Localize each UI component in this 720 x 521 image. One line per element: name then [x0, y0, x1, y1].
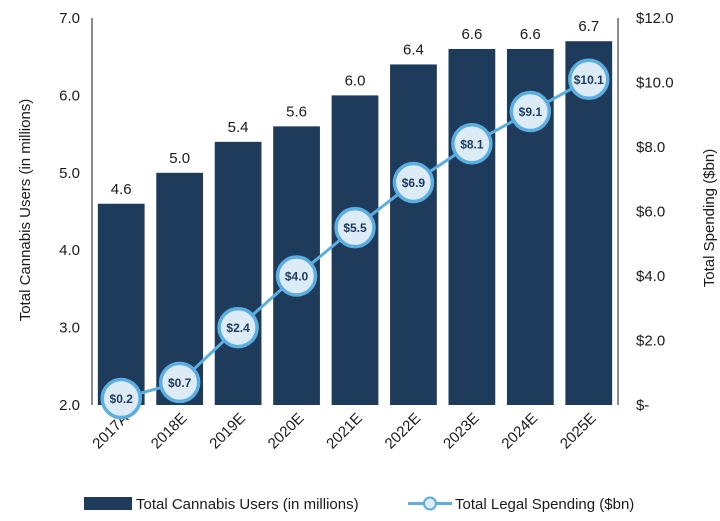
- spending-point-label: $0.2: [110, 392, 134, 406]
- spending-point: [334, 206, 376, 249]
- spending-point-label: $9.1: [519, 105, 543, 119]
- x-axis-ticks: 2017A 2018E 2019E 2020E 2021E 2022E 2023E 2024E…: [89, 410, 599, 453]
- bar-value-label: 6.6: [461, 26, 482, 43]
- right-axis: $- $2.0 $4.0 $6.0 $8.0 $10.0 $12.0: [617, 10, 674, 414]
- bar-value-label: 6.0: [345, 72, 366, 89]
- spending-point: [100, 377, 142, 420]
- legend-line-marker: [423, 496, 437, 511]
- legend-line-label: Total Legal Spending ($bn): [455, 496, 634, 513]
- left-axis: 2.0 3.0 4.0 5.0 6.0 7.0: [59, 10, 93, 414]
- spending-point-label: $8.1: [460, 137, 484, 151]
- bar-value-label: 5.0: [169, 150, 190, 167]
- spending-point-label: $6.9: [402, 176, 426, 190]
- left-axis-title: Total Cannabis Users (in millions): [17, 99, 34, 322]
- right-axis-title: Total Spending ($bn): [701, 149, 718, 287]
- bar-users: [331, 95, 379, 406]
- bar-value-label: 6.6: [520, 26, 541, 43]
- left-tick-label: 4.0: [59, 242, 80, 259]
- bar-value-label: 6.7: [578, 18, 599, 35]
- legend-bar-swatch: [84, 497, 132, 510]
- x-tick-label: 2019E: [206, 410, 249, 453]
- spending-points: $0.2 $0.7 $2.4 $4.0 $5.5 $6.9 $8.1 $9.1 $10.1: [100, 58, 610, 420]
- legend-bar-label: Total Cannabis Users (in millions): [136, 496, 359, 513]
- left-tick-label: 2.0: [59, 397, 80, 414]
- spending-point: [217, 306, 259, 349]
- spending-point-label: $0.7: [168, 376, 192, 390]
- spending-point: [509, 90, 552, 133]
- x-tick-label: 2020E: [265, 410, 308, 453]
- spending-point-label: $5.5: [343, 221, 367, 235]
- spending-point: [275, 255, 318, 297]
- bar-users: [214, 141, 262, 405]
- bar-value-label: 5.6: [286, 103, 307, 120]
- right-tick-label: $8.0: [636, 139, 665, 156]
- x-tick-label: 2023E: [440, 410, 483, 453]
- spending-point: [451, 123, 493, 165]
- left-tick-label: 3.0: [59, 320, 80, 337]
- bar-value-label: 4.6: [111, 181, 132, 198]
- right-tick-label: $12.0: [636, 10, 674, 27]
- left-tick-label: 6.0: [59, 87, 80, 104]
- x-tick-label: 2018E: [148, 410, 191, 453]
- bar-users: [565, 41, 613, 405]
- bar-value-label: 5.4: [228, 119, 249, 136]
- x-tick-label: 2024E: [498, 410, 541, 453]
- bar-users: [97, 203, 145, 405]
- left-tick-label: 7.0: [59, 10, 80, 27]
- x-tick-label: 2021E: [323, 410, 366, 453]
- x-tick-label: 2025E: [557, 410, 600, 453]
- bar-value-label: 6.4: [403, 41, 424, 58]
- spending-point-label: $2.4: [226, 321, 250, 335]
- spending-point: [392, 161, 435, 204]
- x-tick-label: 2022E: [382, 410, 425, 453]
- bar-users: [448, 48, 496, 406]
- right-tick-label: $6.0: [636, 204, 665, 221]
- right-tick-label: $-: [636, 397, 649, 414]
- legend: Total Cannabis Users (in millions) Total…: [84, 496, 634, 513]
- left-tick-label: 5.0: [59, 165, 80, 182]
- bar-users: [390, 64, 437, 405]
- bar-labels: 4.6 5.0 5.4 5.6 6.0 6.4 6.6 6.6 6.7: [111, 18, 599, 198]
- spending-point-label: $4.0: [285, 270, 309, 284]
- right-tick-label: $10.0: [636, 75, 674, 92]
- spending-point-label: $10.1: [574, 73, 604, 87]
- right-tick-label: $4.0: [636, 268, 665, 285]
- spending-point: [568, 58, 610, 101]
- right-tick-label: $2.0: [636, 333, 665, 350]
- spending-point: [158, 361, 201, 404]
